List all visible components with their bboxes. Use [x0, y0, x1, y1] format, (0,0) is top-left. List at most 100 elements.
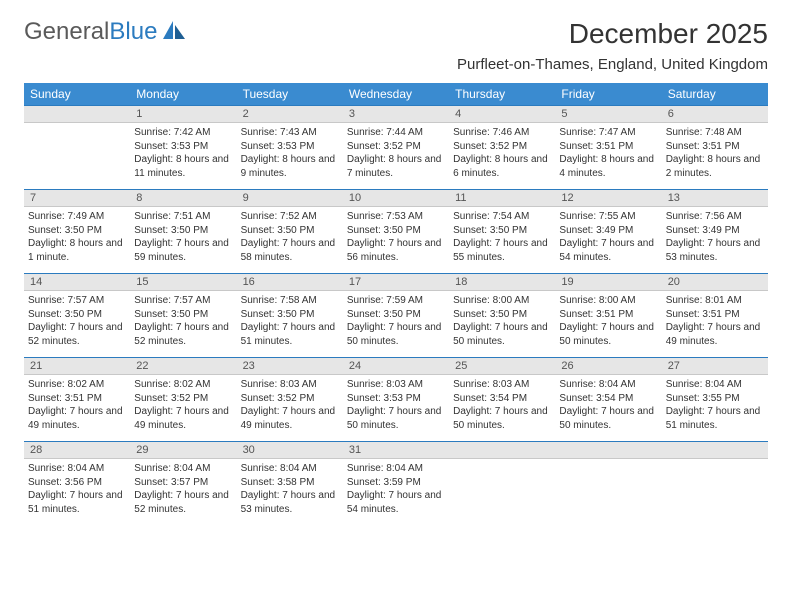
daylight-text: Daylight: 7 hours and 51 minutes.	[666, 405, 762, 432]
sunset-text: Sunset: 3:50 PM	[347, 308, 443, 322]
sunrise-text: Sunrise: 7:56 AM	[666, 210, 762, 224]
sunrise-text: Sunrise: 7:43 AM	[241, 126, 337, 140]
daylight-text: Daylight: 7 hours and 54 minutes.	[347, 489, 443, 516]
day-details: Sunrise: 8:04 AMSunset: 3:55 PMDaylight:…	[662, 375, 768, 435]
calendar-body: 1Sunrise: 7:42 AMSunset: 3:53 PMDaylight…	[24, 105, 768, 525]
daylight-text: Daylight: 8 hours and 1 minute.	[28, 237, 124, 264]
daylight-text: Daylight: 8 hours and 4 minutes.	[559, 153, 655, 180]
day-details: Sunrise: 7:58 AMSunset: 3:50 PMDaylight:…	[237, 291, 343, 351]
calendar-cell: 29Sunrise: 8:04 AMSunset: 3:57 PMDayligh…	[130, 441, 236, 525]
day-details: Sunrise: 7:42 AMSunset: 3:53 PMDaylight:…	[130, 123, 236, 183]
sunrise-text: Sunrise: 7:57 AM	[28, 294, 124, 308]
sunset-text: Sunset: 3:54 PM	[453, 392, 549, 406]
calendar-cell: 31Sunrise: 8:04 AMSunset: 3:59 PMDayligh…	[343, 441, 449, 525]
sunset-text: Sunset: 3:52 PM	[241, 392, 337, 406]
daylight-text: Daylight: 7 hours and 50 minutes.	[559, 405, 655, 432]
sunrise-text: Sunrise: 7:55 AM	[559, 210, 655, 224]
day-number	[662, 441, 768, 459]
day-number: 21	[24, 357, 130, 375]
day-number: 30	[237, 441, 343, 459]
day-number: 4	[449, 105, 555, 123]
sunrise-text: Sunrise: 7:54 AM	[453, 210, 549, 224]
calendar-cell: 26 Sunrise: 8:04 AMSunset: 3:54 PMDayligh…	[555, 357, 661, 441]
calendar-table: Sunday Monday Tuesday Wednesday Thursday…	[24, 83, 768, 525]
sunrise-text: Sunrise: 7:49 AM	[28, 210, 124, 224]
sunrise-text: Sunrise: 8:03 AM	[453, 378, 549, 392]
sunset-text: Sunset: 3:50 PM	[347, 224, 443, 238]
sunset-text: Sunset: 3:51 PM	[666, 308, 762, 322]
sunset-text: Sunset: 3:50 PM	[241, 308, 337, 322]
calendar-row: 21Sunrise: 8:02 AMSunset: 3:51 PMDayligh…	[24, 357, 768, 441]
calendar-cell: 3Sunrise: 7:44 AMSunset: 3:52 PMDaylight…	[343, 105, 449, 189]
calendar-cell: 19Sunrise: 8:00 AMSunset: 3:51 PMDayligh…	[555, 273, 661, 357]
weekday-header: Tuesday	[237, 83, 343, 105]
calendar-cell: 25Sunrise: 8:03 AMSunset: 3:54 PMDayligh…	[449, 357, 555, 441]
daylight-text: Daylight: 7 hours and 51 minutes.	[241, 321, 337, 348]
calendar-cell: 5Sunrise: 7:47 AMSunset: 3:51 PMDaylight…	[555, 105, 661, 189]
sunrise-text: Sunrise: 7:52 AM	[241, 210, 337, 224]
weekday-header: Wednesday	[343, 83, 449, 105]
sunset-text: Sunset: 3:51 PM	[666, 140, 762, 154]
daylight-text: Daylight: 7 hours and 50 minutes.	[347, 405, 443, 432]
sunrise-text: Sunrise: 8:03 AM	[347, 378, 443, 392]
calendar-cell: 10Sunrise: 7:53 AMSunset: 3:50 PMDayligh…	[343, 189, 449, 273]
sunrise-text: Sunrise: 8:04 AM	[134, 462, 230, 476]
sunset-text: Sunset: 3:52 PM	[453, 140, 549, 154]
daylight-text: Daylight: 7 hours and 49 minutes.	[134, 405, 230, 432]
day-details: Sunrise: 8:02 AMSunset: 3:51 PMDaylight:…	[24, 375, 130, 435]
calendar-cell: 17Sunrise: 7:59 AMSunset: 3:50 PMDayligh…	[343, 273, 449, 357]
day-details: Sunrise: 8:01 AMSunset: 3:51 PMDaylight:…	[662, 291, 768, 351]
day-number: 13	[662, 189, 768, 207]
sunset-text: Sunset: 3:50 PM	[453, 224, 549, 238]
sunrise-text: Sunrise: 8:04 AM	[559, 378, 655, 392]
calendar-cell: 30Sunrise: 8:04 AMSunset: 3:58 PMDayligh…	[237, 441, 343, 525]
daylight-text: Daylight: 7 hours and 50 minutes.	[347, 321, 443, 348]
sunrise-text: Sunrise: 7:47 AM	[559, 126, 655, 140]
calendar-cell: 24Sunrise: 8:03 AMSunset: 3:53 PMDayligh…	[343, 357, 449, 441]
sunrise-text: Sunrise: 7:59 AM	[347, 294, 443, 308]
day-number: 29	[130, 441, 236, 459]
day-details: Sunrise: 7:56 AMSunset: 3:49 PMDaylight:…	[662, 207, 768, 267]
title-block: December 2025 Purfleet-on-Thames, Englan…	[457, 18, 768, 73]
sunrise-text: Sunrise: 8:04 AM	[241, 462, 337, 476]
sunset-text: Sunset: 3:53 PM	[347, 392, 443, 406]
calendar-row: 14Sunrise: 7:57 AMSunset: 3:50 PMDayligh…	[24, 273, 768, 357]
calendar-cell	[555, 441, 661, 525]
daylight-text: Daylight: 7 hours and 53 minutes.	[666, 237, 762, 264]
daylight-text: Daylight: 7 hours and 51 minutes.	[28, 489, 124, 516]
day-details: Sunrise: 8:03 AMSunset: 3:52 PMDaylight:…	[237, 375, 343, 435]
day-number: 26	[555, 357, 661, 375]
calendar-cell: 4 Sunrise: 7:46 AMSunset: 3:52 PMDaylight…	[449, 105, 555, 189]
sunset-text: Sunset: 3:53 PM	[241, 140, 337, 154]
sunset-text: Sunset: 3:59 PM	[347, 476, 443, 490]
day-number: 5	[555, 105, 661, 123]
daylight-text: Daylight: 8 hours and 6 minutes.	[453, 153, 549, 180]
day-number: 25	[449, 357, 555, 375]
day-number: 23	[237, 357, 343, 375]
day-number: 20	[662, 273, 768, 291]
sunrise-text: Sunrise: 8:03 AM	[241, 378, 337, 392]
day-details: Sunrise: 8:04 AMSunset: 3:56 PMDaylight:…	[24, 459, 130, 519]
sunset-text: Sunset: 3:50 PM	[134, 308, 230, 322]
daylight-text: Daylight: 7 hours and 49 minutes.	[241, 405, 337, 432]
day-details: Sunrise: 7:44 AMSunset: 3:52 PMDaylight:…	[343, 123, 449, 183]
calendar-cell: 2Sunrise: 7:43 AMSunset: 3:53 PMDaylight…	[237, 105, 343, 189]
sunset-text: Sunset: 3:54 PM	[559, 392, 655, 406]
daylight-text: Daylight: 7 hours and 50 minutes.	[559, 321, 655, 348]
day-number: 16	[237, 273, 343, 291]
day-details: Sunrise: 7:48 AMSunset: 3:51 PMDaylight:…	[662, 123, 768, 183]
calendar-cell: 12Sunrise: 7:55 AMSunset: 3:49 PMDayligh…	[555, 189, 661, 273]
sunset-text: Sunset: 3:50 PM	[241, 224, 337, 238]
calendar-cell	[449, 441, 555, 525]
sunrise-text: Sunrise: 7:46 AM	[453, 126, 549, 140]
calendar-row: 7Sunrise: 7:49 AMSunset: 3:50 PMDaylight…	[24, 189, 768, 273]
calendar-cell: 21Sunrise: 8:02 AMSunset: 3:51 PMDayligh…	[24, 357, 130, 441]
calendar-cell: 13Sunrise: 7:56 AMSunset: 3:49 PMDayligh…	[662, 189, 768, 273]
calendar-cell: 20Sunrise: 8:01 AMSunset: 3:51 PMDayligh…	[662, 273, 768, 357]
day-details: Sunrise: 7:57 AMSunset: 3:50 PMDaylight:…	[24, 291, 130, 351]
calendar-cell: 22Sunrise: 8:02 AMSunset: 3:52 PMDayligh…	[130, 357, 236, 441]
day-number: 12	[555, 189, 661, 207]
weekday-header: Sunday	[24, 83, 130, 105]
day-number	[555, 441, 661, 459]
sunrise-text: Sunrise: 7:57 AM	[134, 294, 230, 308]
